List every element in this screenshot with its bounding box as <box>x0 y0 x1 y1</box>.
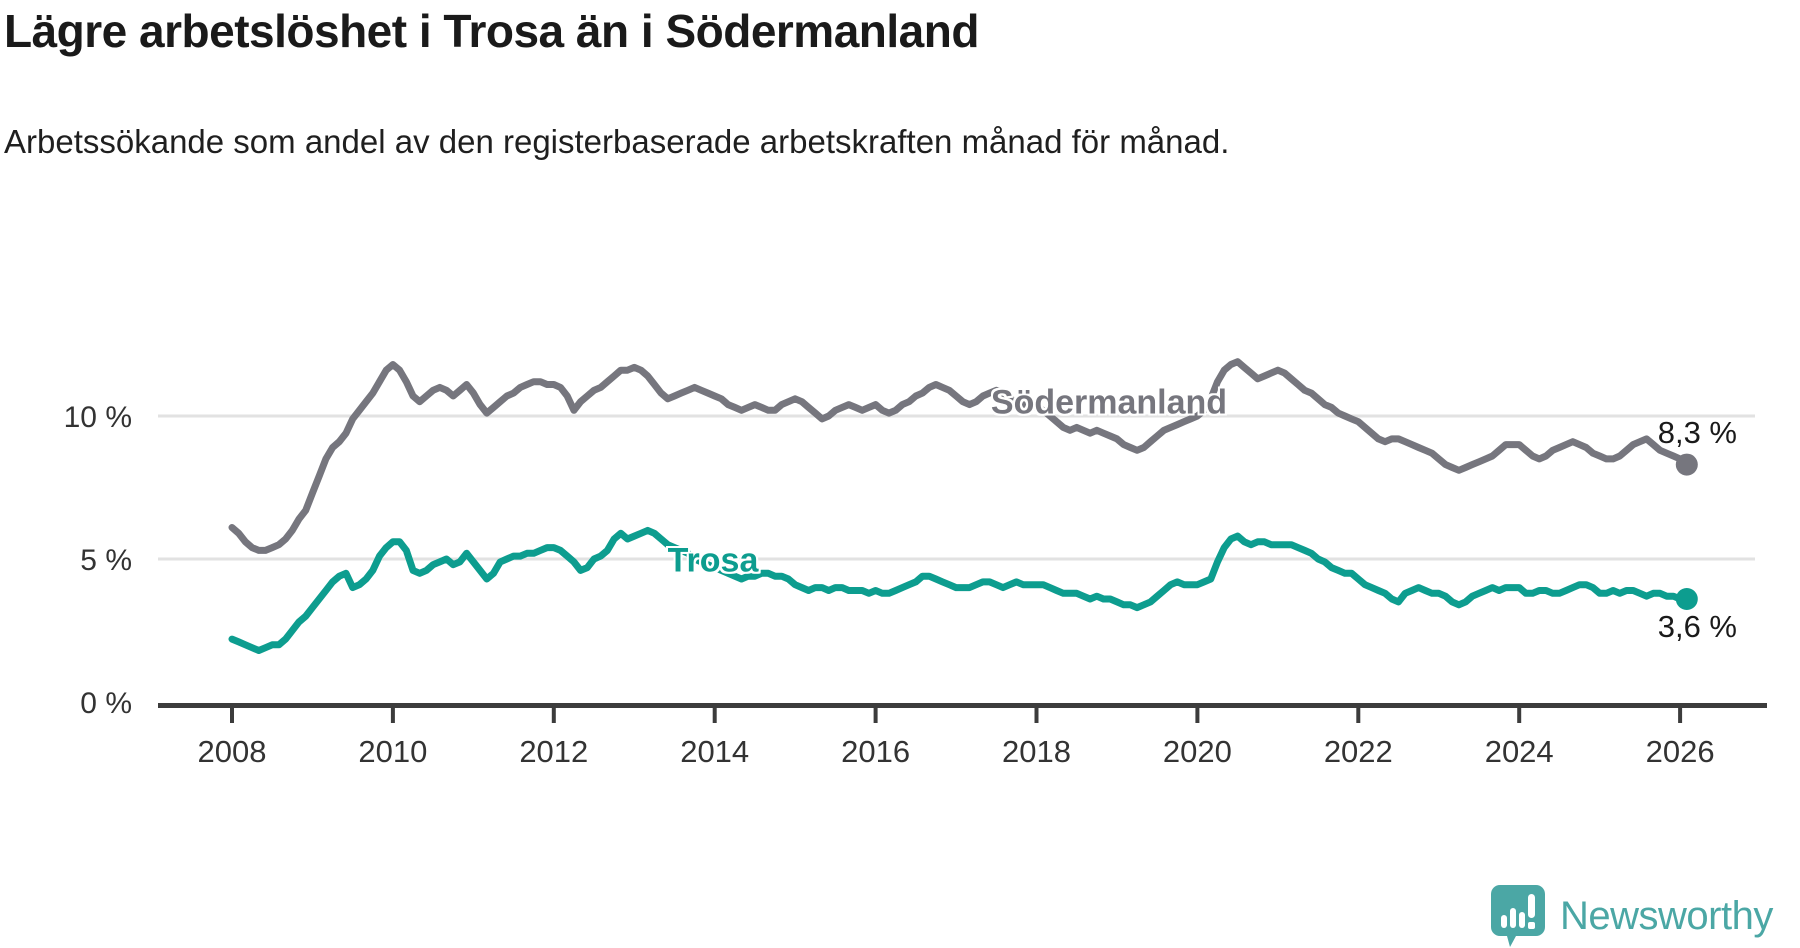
x-axis-label-2014: 2014 <box>680 734 749 769</box>
x-axis-label-2008: 2008 <box>198 734 267 769</box>
series-line-trosa <box>228 526 1691 654</box>
x-axis-label-2024: 2024 <box>1485 734 1554 769</box>
x-axis-label-2022: 2022 <box>1324 734 1393 769</box>
x-axis-label-2016: 2016 <box>841 734 910 769</box>
y-axis-label-5: 5 % <box>80 544 132 577</box>
chart-subtitle: Arbetssökande som andel av den registerb… <box>4 123 1230 160</box>
newsworthy-wordmark: Newsworthy <box>1560 894 1773 938</box>
end-dot-trosa <box>1675 588 1698 610</box>
x-axis-label-2020: 2020 <box>1163 734 1232 769</box>
newsworthy-logo: Newsworthy <box>1490 884 1773 948</box>
series-label-trosa: Trosa <box>667 541 759 580</box>
series-label-sodermanland: Södermanland <box>990 383 1228 422</box>
x-axis-label-2018: 2018 <box>1002 734 1071 769</box>
exclamation-stem <box>1528 894 1535 918</box>
end-value-trosa: 3,6 % <box>1657 609 1737 644</box>
bar-3 <box>1519 912 1525 928</box>
speech-bubble-shape <box>1491 885 1545 947</box>
newsworthy-icon <box>1491 885 1545 947</box>
x-axis-label-2026: 2026 <box>1646 734 1715 769</box>
page-title: Lägre arbetslöshet i Trosa än i Söderman… <box>4 5 979 57</box>
series-line-södermanland <box>228 358 1691 554</box>
exclamation-dot <box>1528 922 1535 929</box>
y-axis-label-0: 0 % <box>80 687 132 720</box>
bar-2 <box>1510 908 1516 928</box>
x-axis-label-2010: 2010 <box>358 734 427 769</box>
end-value-sodermanland: 8,3 % <box>1657 415 1737 450</box>
y-axis-label-10: 10 % <box>64 401 132 434</box>
end-dot-södermanland <box>1675 453 1698 476</box>
x-axis-label-2012: 2012 <box>519 734 588 769</box>
bar-1 <box>1501 915 1507 928</box>
